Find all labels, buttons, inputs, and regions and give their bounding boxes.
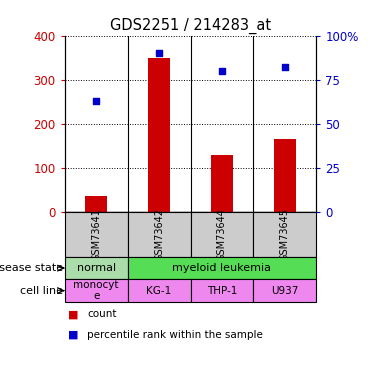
- Text: GSM73644: GSM73644: [217, 208, 227, 261]
- Bar: [211, 154, 233, 212]
- Bar: [128, 257, 316, 279]
- Point: [156, 50, 162, 56]
- Point: [93, 98, 99, 104]
- Bar: [191, 212, 253, 257]
- Bar: [274, 139, 296, 212]
- Text: count: count: [87, 309, 117, 320]
- Bar: [128, 279, 191, 302]
- Text: GSM73642: GSM73642: [154, 208, 164, 261]
- Text: KG-1: KG-1: [147, 286, 172, 296]
- Text: monocyt
e: monocyt e: [74, 280, 119, 302]
- Text: GSM73645: GSM73645: [280, 208, 290, 261]
- Text: cell line: cell line: [20, 286, 64, 296]
- Bar: [253, 279, 316, 302]
- Title: GDS2251 / 214283_at: GDS2251 / 214283_at: [110, 18, 271, 34]
- Text: U937: U937: [271, 286, 299, 296]
- Bar: [253, 212, 316, 257]
- Text: THP-1: THP-1: [207, 286, 237, 296]
- Text: ■: ■: [68, 330, 79, 340]
- Bar: [65, 212, 128, 257]
- Bar: [148, 58, 170, 212]
- Text: percentile rank within the sample: percentile rank within the sample: [87, 330, 263, 340]
- Bar: [191, 279, 253, 302]
- Text: disease state: disease state: [0, 263, 64, 273]
- Bar: [85, 196, 107, 212]
- Text: ■: ■: [68, 309, 79, 320]
- Bar: [65, 279, 128, 302]
- Bar: [128, 212, 191, 257]
- Text: myeloid leukemia: myeloid leukemia: [172, 263, 272, 273]
- Text: GSM73641: GSM73641: [91, 208, 101, 261]
- Text: normal: normal: [77, 263, 116, 273]
- Bar: [65, 257, 128, 279]
- Point: [282, 64, 288, 70]
- Point: [219, 68, 225, 74]
